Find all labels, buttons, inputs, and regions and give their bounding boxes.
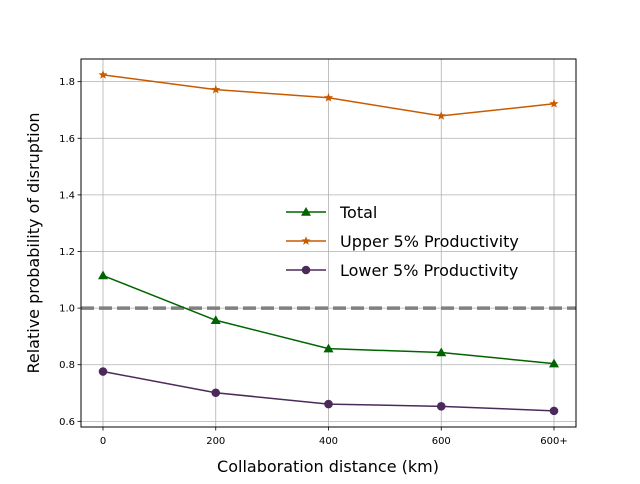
legend-item: Total <box>286 203 377 222</box>
series-layer <box>98 70 559 416</box>
y-tick-label: 1.6 <box>59 134 75 145</box>
grid-lines <box>81 59 576 427</box>
data-point-marker <box>98 70 108 79</box>
legend-label: Total <box>339 203 377 222</box>
y-tick-label: 1.0 <box>59 304 75 315</box>
data-point-marker <box>436 402 446 411</box>
data-point-marker <box>324 399 333 409</box>
y-tick-label: 0.8 <box>59 360 75 371</box>
data-point-marker <box>549 98 559 108</box>
legend-marker <box>301 265 311 275</box>
y-axis-ticks: 0.6 0.8 1.0 1.2 1.4 1.6 1.8 <box>59 77 81 428</box>
x-tick-label: 600+ <box>540 436 567 447</box>
x-tick-label: 0 <box>100 436 106 447</box>
data-point-marker <box>549 358 559 368</box>
x-tick-label: 200 <box>206 436 225 447</box>
legend-label: Lower 5% Productivity <box>340 261 518 280</box>
y-axis-label: Relative probability of disruption <box>24 112 43 373</box>
y-tick-label: 1.4 <box>59 190 75 201</box>
series-triangle <box>98 270 559 368</box>
legend-label: Upper 5% Productivity <box>340 232 519 251</box>
x-axis-ticks: 0 200 400 600 600+ <box>100 427 568 447</box>
data-point-marker <box>98 270 108 280</box>
data-point-marker <box>436 111 446 120</box>
y-tick-label: 1.8 <box>59 77 75 88</box>
legend: Total Upper 5% Productivity Lower 5% Produ… <box>286 203 519 280</box>
legend-item: Lower 5% Productivity <box>286 261 518 280</box>
legend-marker <box>301 207 311 216</box>
data-point-marker <box>549 406 559 416</box>
data-point-marker <box>323 92 334 102</box>
data-point-marker <box>436 347 447 357</box>
y-tick-label: 1.2 <box>59 247 75 258</box>
legend-item: Upper 5% Productivity <box>286 232 519 251</box>
data-point-marker <box>210 315 221 325</box>
x-tick-label: 600 <box>432 436 451 447</box>
y-tick-label: 0.6 <box>59 417 75 428</box>
data-point-marker <box>211 84 221 94</box>
data-point-marker <box>211 388 221 398</box>
x-tick-label: 400 <box>319 436 338 447</box>
legend-marker <box>301 236 311 245</box>
x-axis-label: Collaboration distance (km) <box>217 457 439 476</box>
series-star <box>98 70 559 120</box>
data-point-marker <box>98 367 108 376</box>
series-circle <box>98 367 559 416</box>
data-point-marker <box>323 343 334 353</box>
